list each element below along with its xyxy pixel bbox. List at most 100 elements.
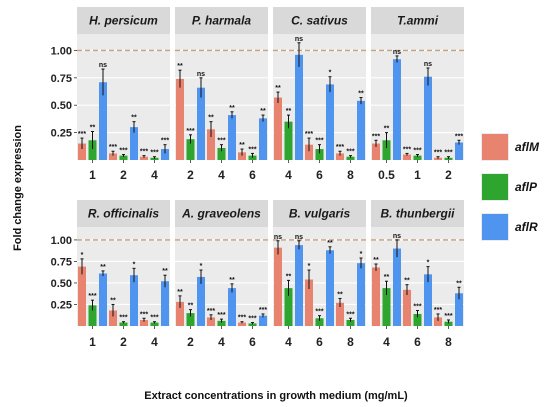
bar-aflR (455, 293, 463, 326)
bar-aflR (161, 281, 169, 326)
panel-strip (273, 7, 366, 34)
x-tick-label: 8 (347, 168, 354, 182)
y-axis-title: Fold change expression (12, 125, 24, 251)
x-tick-label: 4 (218, 335, 225, 349)
x-tick-label: 6 (316, 335, 323, 349)
bar-aflM (109, 153, 117, 160)
significance-label: *** (88, 293, 96, 300)
bar-aflM (207, 129, 215, 160)
x-tick-label: 4 (285, 335, 292, 349)
y-tick-label: 0.25 (51, 128, 72, 140)
significance-label: *** (403, 146, 411, 153)
significance-label: *** (119, 148, 127, 155)
panel-title: H. persicum (89, 14, 158, 28)
significance-label: *** (150, 315, 158, 322)
panel-strip (371, 7, 464, 34)
y-tick-label: 0.50 (51, 100, 72, 112)
significance-label: * (81, 252, 84, 259)
significance-label: *** (217, 138, 225, 145)
bar-aflP (346, 156, 355, 160)
legend-label-aflP: aflP (515, 180, 538, 194)
panel-8: B. thunbergii****ns4******6********8 (371, 200, 464, 349)
significance-label: *** (109, 144, 117, 151)
panel-title: T.ammi (397, 14, 439, 28)
panel-title: R. officinalis (88, 207, 159, 221)
significance-label: *** (434, 307, 442, 314)
bar-aflR (357, 263, 365, 326)
bar-aflR (197, 87, 205, 160)
x-tick-label: 2 (187, 168, 194, 182)
x-tick-label: 8 (347, 335, 354, 349)
y-tick-label: 1.00 (51, 45, 72, 57)
bar-aflP (150, 157, 159, 160)
y-tick-label: 0.50 (51, 278, 72, 290)
bar-aflP (382, 288, 391, 326)
significance-label: ** (208, 115, 214, 122)
significance-label: ns (99, 62, 107, 69)
significance-label: ** (177, 63, 183, 70)
significance-label: ** (327, 240, 333, 247)
significance-label: ns (295, 36, 303, 43)
bar-aflR (424, 76, 432, 160)
x-tick-label: 2 (187, 335, 194, 349)
significance-label: *** (444, 150, 452, 157)
bar-aflM (176, 301, 184, 326)
significance-label: * (360, 251, 363, 258)
bar-aflP (217, 320, 226, 326)
significance-label: *** (346, 149, 354, 156)
bar-aflR (295, 54, 303, 160)
legend-key-aflP (482, 174, 508, 200)
bar-aflR (455, 142, 463, 160)
significance-label: *** (248, 146, 256, 153)
significance-label: *** (315, 309, 323, 316)
bar-aflP (315, 149, 324, 160)
bar-aflP (88, 305, 97, 326)
significance-label: ns (393, 233, 401, 240)
bar-aflM (140, 319, 148, 326)
bar-aflM (140, 156, 148, 160)
y-tick-label: 0.25 (51, 299, 72, 311)
bar-aflR (228, 288, 236, 326)
panel-strip (273, 200, 366, 227)
panel-title: P. harmala (192, 14, 251, 28)
significance-label: ** (131, 115, 137, 122)
bar-aflR (424, 274, 432, 326)
significance-label: *** (346, 311, 354, 318)
bar-aflM (109, 310, 117, 326)
significance-label: ** (188, 303, 194, 310)
x-tick-label: 2 (120, 335, 127, 349)
bar-aflR (130, 127, 138, 160)
bar-aflM (78, 143, 86, 160)
bar-aflM (336, 153, 344, 160)
bar-aflR (130, 275, 138, 326)
bar-aflR (259, 315, 267, 326)
significance-label: *** (413, 304, 421, 311)
significance-label: ** (260, 108, 266, 115)
significance-label: ns (197, 71, 205, 78)
bar-aflM (274, 247, 282, 326)
bar-aflM (434, 157, 442, 160)
significance-label: *** (217, 312, 225, 319)
bar-aflM (403, 154, 411, 160)
significance-label: ** (456, 280, 462, 287)
significance-label: *** (259, 307, 267, 314)
significance-label: *** (140, 311, 148, 318)
x-tick-label: 1 (414, 168, 421, 182)
x-tick-label: 2 (120, 168, 127, 182)
significance-label: ** (404, 278, 410, 285)
significance-label: ** (286, 108, 292, 115)
significance-label: ** (384, 274, 390, 281)
bar-aflR (161, 149, 169, 160)
bar-aflP (119, 155, 128, 160)
bar-aflR (357, 100, 365, 160)
significance-label: ** (90, 125, 96, 132)
bar-aflP (186, 139, 195, 160)
bar-aflM (78, 266, 86, 326)
significance-label: ** (177, 289, 183, 296)
bar-aflP (444, 321, 453, 326)
bar-aflP (346, 319, 355, 326)
significance-label: ns (393, 49, 401, 56)
